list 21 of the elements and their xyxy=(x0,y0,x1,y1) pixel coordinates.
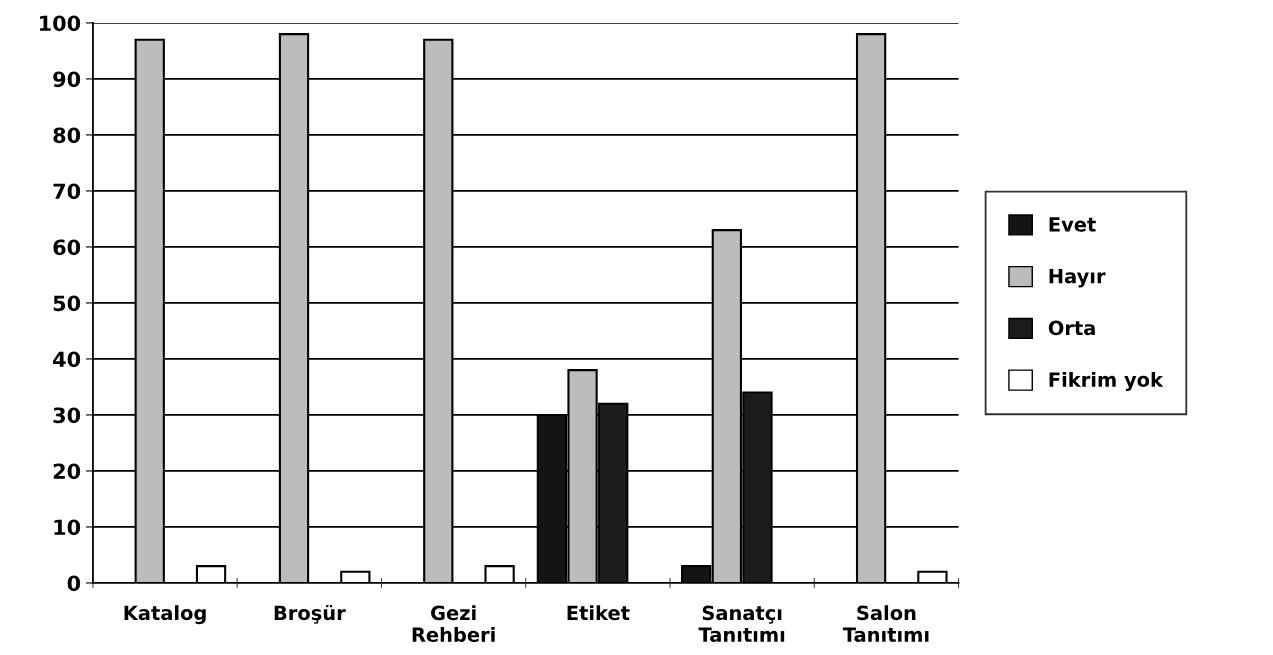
legend-label: Evet xyxy=(1049,217,1096,232)
y-tick-label: 70 xyxy=(53,183,81,200)
y-tick-label: 30 xyxy=(53,407,81,424)
y-tick-label: 10 xyxy=(54,519,81,536)
y-tick-label: 0 xyxy=(67,575,81,592)
x-tick-label: Gezi Rehberi xyxy=(412,605,495,642)
x-tick-label: Broşür xyxy=(274,604,346,624)
x-tick-label: Salon Tanıtımı xyxy=(842,605,929,642)
x-tick-label: Katalog xyxy=(124,605,206,625)
y-tick-label: 50 xyxy=(53,295,81,312)
y-tick-label: 60 xyxy=(53,239,81,256)
x-tick-label: Etiket xyxy=(567,605,630,621)
legend-label: Hayır xyxy=(1049,269,1106,288)
y-tick-label: 100 xyxy=(39,15,81,32)
y-tick-label: 20 xyxy=(53,463,81,480)
y-tick-label: 40 xyxy=(53,351,81,368)
legend-label: Fikrim yok xyxy=(1049,371,1164,391)
y-tick-label: 80 xyxy=(53,127,81,144)
legend-label: Orta xyxy=(1048,320,1095,336)
y-tick-label: 90 xyxy=(53,71,81,88)
x-tick-label: Sanatçı Tanıtımı xyxy=(698,605,785,642)
